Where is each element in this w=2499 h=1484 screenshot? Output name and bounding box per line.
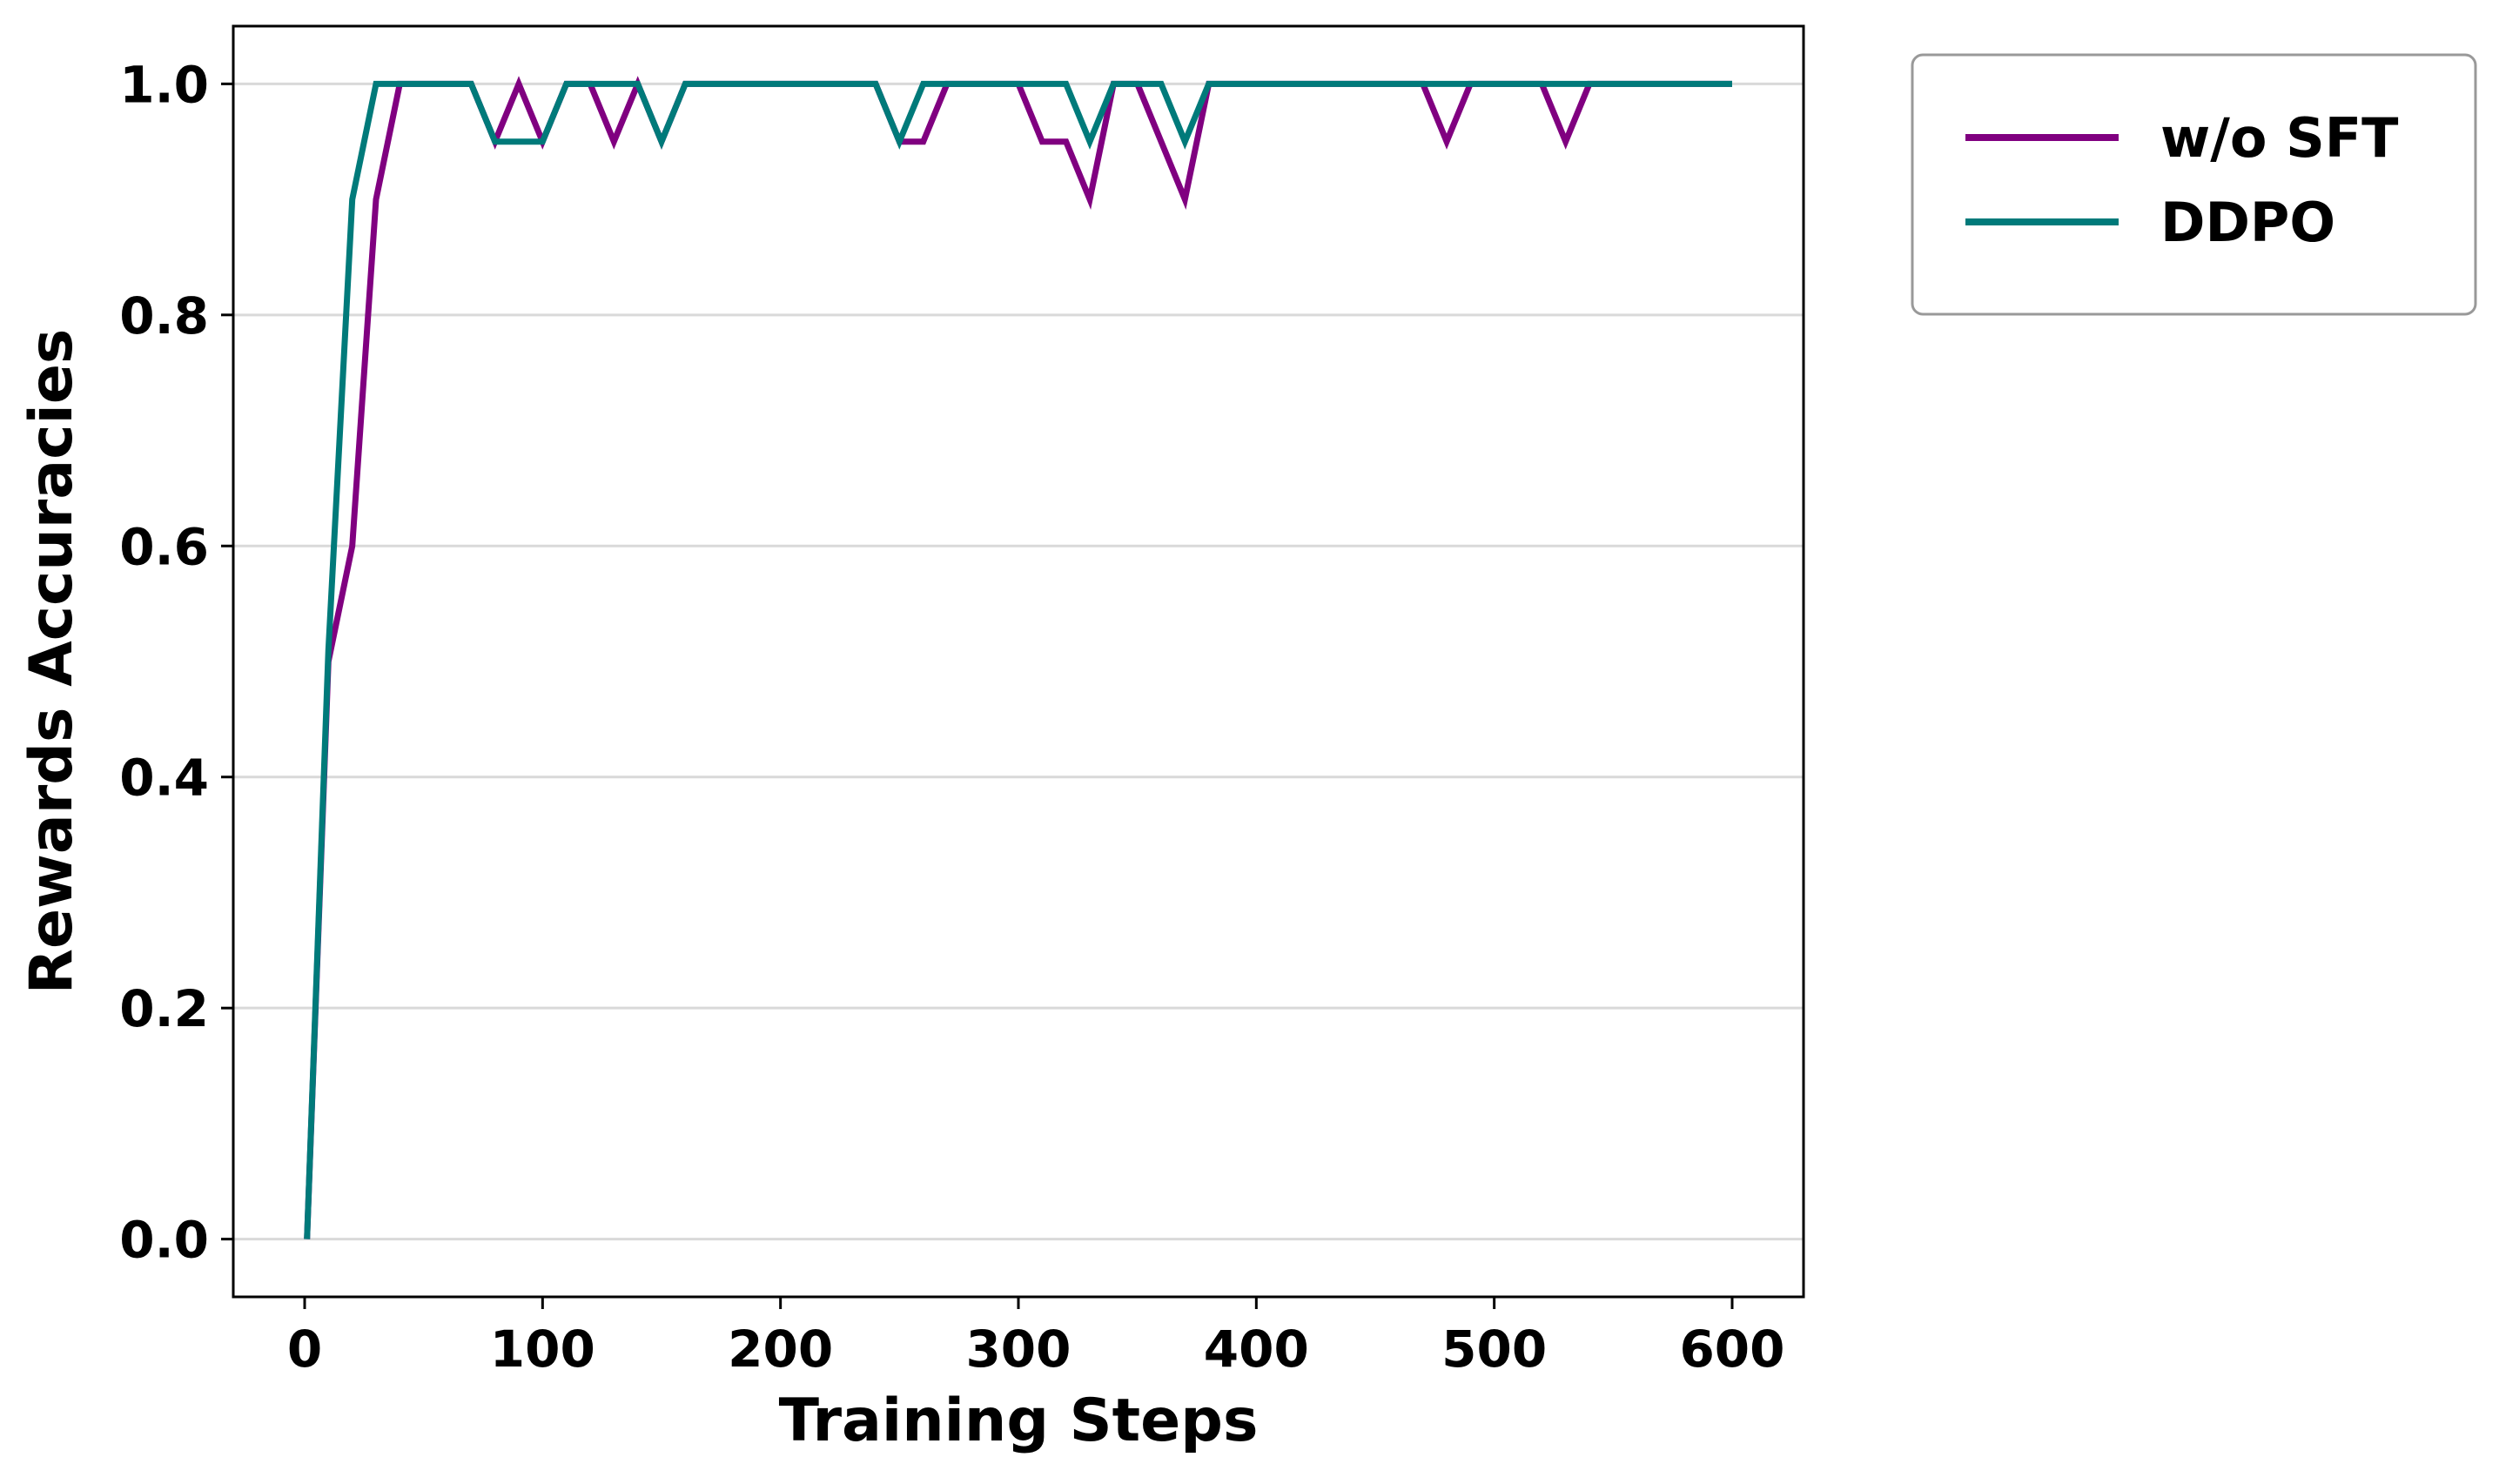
y-tick-label-4: 0.8 <box>119 286 209 346</box>
legend-label-ddpo: DDPO <box>2160 191 2335 254</box>
legend: w/o SFT DDPO <box>1911 53 2477 316</box>
legend-label-wo-sft: w/o SFT <box>2160 106 2398 170</box>
y-tick-label-5: 1.0 <box>119 55 209 114</box>
x-tick-label-4: 400 <box>1204 1319 1309 1379</box>
x-axis-ticks: 0 100 200 300 400 500 600 <box>287 1297 1785 1379</box>
plot-frame <box>232 24 1805 1299</box>
x-tick-label-3: 300 <box>965 1319 1071 1379</box>
x-tick-label-0: 0 <box>287 1319 322 1379</box>
x-tick-label-1: 100 <box>490 1319 595 1379</box>
series-line-ddpo <box>304 80 1732 1239</box>
y-tick-label-3: 0.6 <box>119 517 209 576</box>
y-tick-label-0: 0.0 <box>119 1211 209 1270</box>
x-tick-label-2: 200 <box>728 1319 833 1379</box>
x-tick-label-6: 600 <box>1679 1319 1784 1379</box>
legend-frame <box>1911 53 2477 316</box>
series-lines <box>304 76 1732 1239</box>
series-line-w-o-sft <box>304 76 1732 1239</box>
x-axis-label: Training Steps <box>779 1387 1259 1455</box>
y-axis-label: Rewards Accuracies <box>17 329 86 995</box>
y-tick-label-1: 0.2 <box>119 979 209 1038</box>
y-tick-label-2: 0.4 <box>119 749 209 808</box>
grid-lines <box>233 82 1804 1241</box>
y-axis-ticks: 0.0 0.2 0.4 0.6 0.8 1.0 <box>119 55 233 1270</box>
x-tick-label-5: 500 <box>1441 1319 1547 1379</box>
